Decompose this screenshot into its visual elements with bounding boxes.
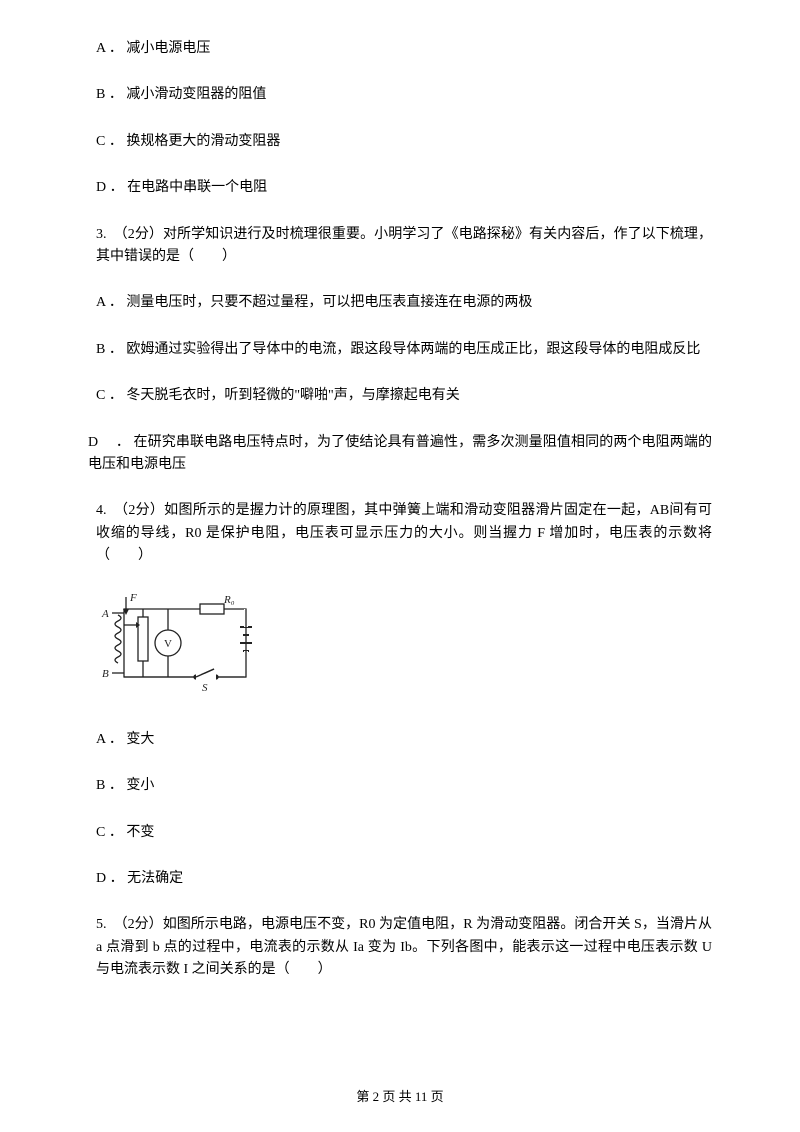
question-3-stem: 3. （2分）对所学知识进行及时梳理很重要。小明学习了《电路探秘》有关内容后，作… — [96, 224, 712, 269]
q4-circuit-figure: F A B R₀ V S — [96, 591, 712, 704]
label-b: B — [102, 668, 109, 680]
q3-option-d: D ． 在研究串联电路电压特点时，为了使结论具有普遍性，需多次测量阻值相同的两个… — [88, 432, 712, 477]
label-r0: R₀ — [223, 594, 235, 606]
option-d-block1: D ． 在电路中串联一个电阻 — [96, 177, 712, 199]
label-f: F — [129, 592, 137, 604]
q4-option-a: A ． 变大 — [96, 729, 712, 751]
q4-option-b: B ． 变小 — [96, 775, 712, 797]
page-footer: 第 2 页 共 11 页 — [0, 1087, 800, 1108]
question-5-stem: 5. （2分）如图所示电路，电源电压不变，R0 为定值电阻，R 为滑动变阻器。闭… — [96, 914, 712, 981]
q3-option-b: B ． 欧姆通过实验得出了导体中的电流，跟这段导体两端的电压成正比，跟这段导体的… — [96, 339, 712, 361]
q3-option-c: C ． 冬天脱毛衣时，听到轻微的"噼啪"声，与摩擦起电有关 — [96, 385, 712, 407]
option-c-block1: C ． 换规格更大的滑动变阻器 — [96, 131, 712, 153]
question-4-stem: 4. （2分）如图所示的是握力计的原理图，其中弹簧上端和滑动变阻器滑片固定在一起… — [96, 500, 712, 567]
label-a: A — [101, 608, 109, 620]
label-v: V — [164, 638, 172, 650]
option-a-block1: A ． 减小电源电压 — [96, 38, 712, 60]
q3-option-a: A ． 测量电压时，只要不超过量程，可以把电压表直接连在电源的两极 — [96, 292, 712, 314]
option-b-block1: B ． 减小滑动变阻器的阻值 — [96, 84, 712, 106]
circuit-diagram-svg: F A B R₀ V S — [96, 591, 266, 696]
q4-option-c: C ． 不变 — [96, 822, 712, 844]
page-container: A ． 减小电源电压 B ． 减小滑动变阻器的阻值 C ． 换规格更大的滑动变阻… — [0, 0, 800, 1132]
label-s: S — [202, 682, 208, 694]
q4-option-d: D ． 无法确定 — [96, 868, 712, 890]
